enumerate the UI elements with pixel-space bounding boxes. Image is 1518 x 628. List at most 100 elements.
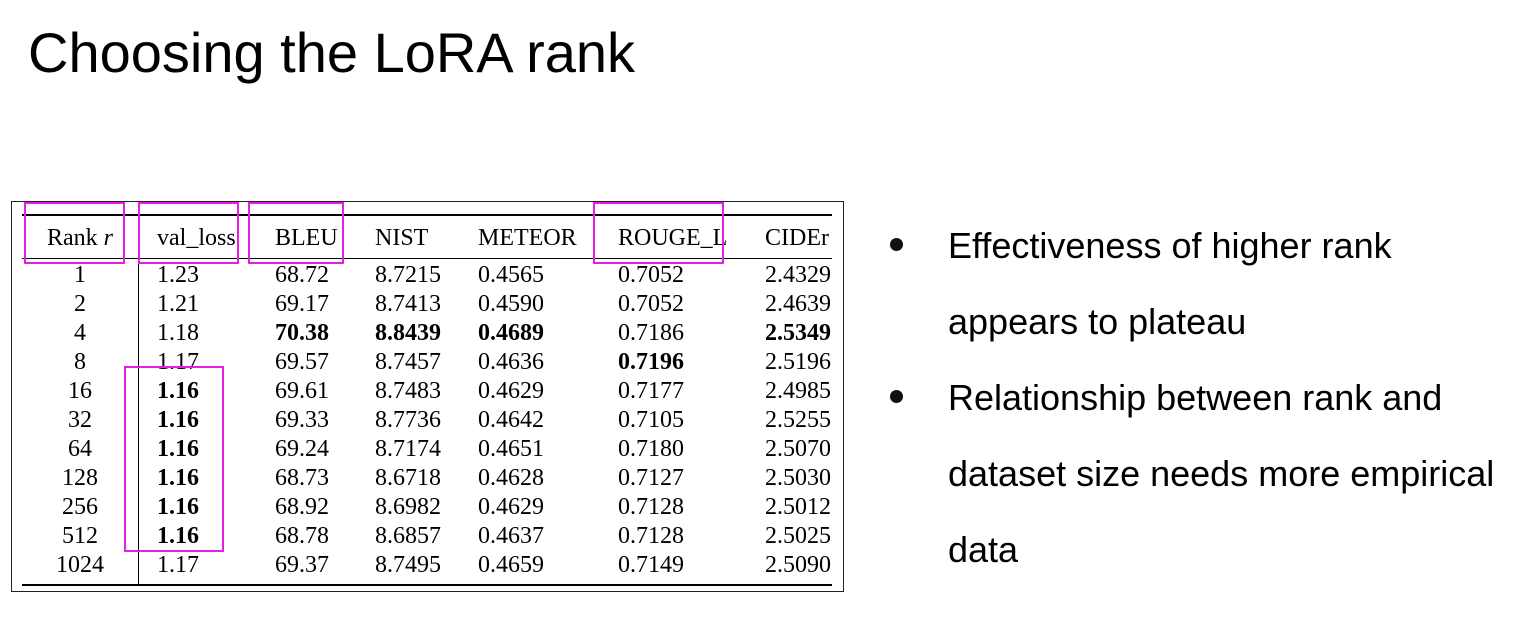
results-table: Rank r val_loss BLEU NIST METEOR ROUGE_L… <box>22 214 832 586</box>
cell-rank: 8 <box>22 348 139 377</box>
table-row: 4 1.18 70.38 8.8439 0.4689 0.7186 2.5349 <box>22 319 832 348</box>
cell-meteor: 0.4629 <box>478 378 544 404</box>
bullet-text: Relationship between rank and dataset si… <box>948 377 1495 570</box>
cell-bleu: 68.72 <box>275 262 329 288</box>
cell-bleu: 69.37 <box>275 551 375 586</box>
cell-rouge-l: 0.7128 <box>618 494 684 520</box>
cell-val-loss: 1.21 <box>157 291 199 317</box>
cell-bleu: 69.17 <box>275 291 329 317</box>
cell-cider: 2.4985 <box>765 378 831 404</box>
bullet-dot-icon <box>890 390 903 403</box>
header-rouge-l: ROUGE_L <box>618 214 765 259</box>
cell-rank: 1024 <box>22 551 139 586</box>
cell-val-loss: 1.16 <box>157 523 199 549</box>
cell-val-loss: 1.16 <box>157 465 199 491</box>
cell-bleu: 68.92 <box>275 494 329 520</box>
cell-bleu: 69.57 <box>275 349 329 375</box>
cell-val-loss: 1.16 <box>157 407 199 433</box>
cell-nist: 8.7736 <box>375 407 441 433</box>
bullet-text: Effectiveness of higher rank appears to … <box>948 225 1392 342</box>
cell-cider: 2.5349 <box>765 320 831 346</box>
cell-val-loss: 1.18 <box>157 320 199 346</box>
cell-rouge-l: 0.7052 <box>618 291 684 317</box>
cell-bleu: 69.61 <box>275 378 329 404</box>
cell-rank: 4 <box>22 319 139 348</box>
cell-rank: 1 <box>22 258 139 290</box>
results-table-frame: Rank r val_loss BLEU NIST METEOR ROUGE_L… <box>11 201 844 592</box>
cell-rouge-l: 0.7186 <box>618 320 684 346</box>
cell-meteor: 0.4651 <box>478 436 544 462</box>
cell-rouge-l: 0.7196 <box>618 349 684 375</box>
cell-rouge-l: 0.7127 <box>618 465 684 491</box>
table-row: 16 1.16 69.61 8.7483 0.4629 0.7177 2.4985 <box>22 377 832 406</box>
cell-rank: 16 <box>22 377 139 406</box>
cell-val-loss: 1.17 <box>138 551 275 586</box>
cell-val-loss: 1.17 <box>157 349 199 375</box>
cell-rank: 32 <box>22 406 139 435</box>
table-row: 2 1.21 69.17 8.7413 0.4590 0.7052 2.4639 <box>22 290 832 319</box>
cell-cider: 2.5090 <box>765 551 832 586</box>
cell-val-loss: 1.16 <box>157 436 199 462</box>
cell-cider: 2.5025 <box>765 523 831 549</box>
cell-rank: 2 <box>22 290 139 319</box>
cell-bleu: 69.24 <box>275 436 329 462</box>
bullet-list: Effectiveness of higher rank appears to … <box>884 208 1504 588</box>
cell-nist: 8.8439 <box>375 320 441 346</box>
cell-rouge-l: 0.7052 <box>618 262 684 288</box>
cell-bleu: 69.33 <box>275 407 329 433</box>
cell-cider: 2.5196 <box>765 349 831 375</box>
cell-rouge-l: 0.7128 <box>618 523 684 549</box>
table-row: 128 1.16 68.73 8.6718 0.4628 0.7127 2.5030 <box>22 464 832 493</box>
cell-cider: 2.4639 <box>765 291 831 317</box>
cell-nist: 8.7215 <box>375 262 441 288</box>
cell-nist: 8.7174 <box>375 436 441 462</box>
cell-rank: 64 <box>22 435 139 464</box>
table-row: 256 1.16 68.92 8.6982 0.4629 0.7128 2.5012 <box>22 493 832 522</box>
cell-cider: 2.5255 <box>765 407 831 433</box>
table-header-row: Rank r val_loss BLEU NIST METEOR ROUGE_L… <box>22 214 832 259</box>
cell-rouge-l: 0.7105 <box>618 407 684 433</box>
cell-meteor: 0.4642 <box>478 407 544 433</box>
cell-nist: 8.7457 <box>375 349 441 375</box>
cell-bleu: 68.73 <box>275 465 329 491</box>
cell-nist: 8.6982 <box>375 494 441 520</box>
cell-val-loss: 1.16 <box>157 494 199 520</box>
cell-cider: 2.4329 <box>765 262 831 288</box>
cell-nist: 8.7413 <box>375 291 441 317</box>
cell-meteor: 0.4628 <box>478 465 544 491</box>
table-row: 8 1.17 69.57 8.7457 0.4636 0.7196 2.5196 <box>22 348 832 377</box>
cell-meteor: 0.4590 <box>478 291 544 317</box>
header-nist: NIST <box>375 214 478 259</box>
cell-meteor: 0.4636 <box>478 349 544 375</box>
cell-cider: 2.5030 <box>765 465 831 491</box>
table-row: 1024 1.17 69.37 8.7495 0.4659 0.7149 2.5090 <box>22 551 832 586</box>
cell-cider: 2.5012 <box>765 494 831 520</box>
cell-meteor: 0.4565 <box>478 262 544 288</box>
header-bleu: BLEU <box>275 214 375 259</box>
cell-rouge-l: 0.7180 <box>618 436 684 462</box>
cell-nist: 8.7483 <box>375 378 441 404</box>
bullet-dot-icon <box>890 238 903 251</box>
table-row: 64 1.16 69.24 8.7174 0.4651 0.7180 2.5070 <box>22 435 832 464</box>
cell-meteor: 0.4637 <box>478 523 544 549</box>
cell-rank: 512 <box>22 522 139 551</box>
slide-title: Choosing the LoRA rank <box>28 21 636 84</box>
cell-bleu: 68.78 <box>275 523 329 549</box>
table-body: 1 1.23 68.72 8.7215 0.4565 0.7052 2.4329 2 1.21 6… <box>22 258 832 586</box>
cell-nist: 8.6718 <box>375 465 441 491</box>
bullet-item: Effectiveness of higher rank appears to … <box>884 208 1504 360</box>
cell-rank: 256 <box>22 493 139 522</box>
table-row: 1 1.23 68.72 8.7215 0.4565 0.7052 2.4329 <box>22 258 832 290</box>
cell-nist: 8.6857 <box>375 523 441 549</box>
cell-rank: 128 <box>22 464 139 493</box>
cell-rouge-l: 0.7149 <box>618 551 765 586</box>
bullet-item: Relationship between rank and dataset si… <box>884 360 1504 588</box>
cell-meteor: 0.4659 <box>478 551 618 586</box>
cell-nist: 8.7495 <box>375 551 478 586</box>
header-cider: CIDEr <box>765 214 832 259</box>
table-row: 512 1.16 68.78 8.6857 0.4637 0.7128 2.5025 <box>22 522 832 551</box>
header-val-loss: val_loss <box>138 214 275 259</box>
cell-cider: 2.5070 <box>765 436 831 462</box>
header-rank: Rank r <box>22 214 139 259</box>
cell-val-loss: 1.16 <box>157 378 199 404</box>
